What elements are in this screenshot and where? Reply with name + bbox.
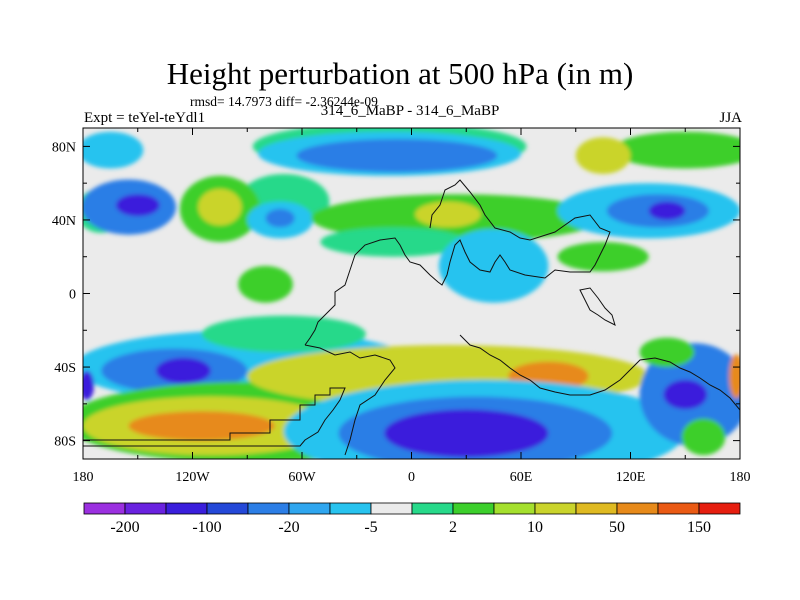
- colorbar-label: 150: [687, 519, 711, 536]
- coastline-africa: [304, 344, 396, 456]
- coastline-antarctic-america: [83, 387, 346, 447]
- x-tick-label: 120E: [616, 470, 646, 485]
- x-tick-label: 60W: [288, 470, 316, 485]
- contour-region-26: [201, 315, 366, 353]
- contour-region-29: [128, 411, 275, 441]
- colorbar-swatch: [83, 502, 126, 515]
- colorbar-swatch: [616, 502, 659, 515]
- contour-region-36: [663, 379, 708, 410]
- y-tick-label: 40S: [54, 361, 76, 376]
- contour-blobs: [83, 128, 740, 459]
- x-tick-label: 60E: [510, 470, 533, 485]
- colorbar-label: 50: [609, 519, 625, 536]
- colorbar-swatch: [575, 502, 618, 515]
- colorbar-label: 10: [527, 519, 543, 536]
- contour-region-34: [384, 409, 549, 458]
- contour-region-11: [265, 208, 295, 228]
- x-tick-label: 120W: [175, 470, 210, 485]
- contour-region-6: [198, 188, 242, 226]
- colorbar-swatch: [411, 502, 454, 515]
- colorbar-swatch: [534, 502, 577, 515]
- contour-fields: [83, 128, 740, 459]
- contour-region-38: [681, 418, 726, 456]
- contour-region-37: [639, 337, 695, 367]
- y-tick-label: 80S: [54, 435, 76, 450]
- colorbar-label: -20: [278, 519, 299, 536]
- colorbar-swatch: [657, 502, 700, 515]
- coastline-south-africa: [459, 334, 740, 411]
- x-tick-label: 0: [408, 470, 415, 485]
- contour-region-39: [83, 370, 94, 401]
- x-tick-label: 180: [73, 470, 94, 485]
- season-label: JJA: [719, 110, 742, 126]
- contour-region-13: [415, 201, 481, 228]
- colorbar-label: 2: [449, 519, 457, 536]
- colorbar-swatch: [698, 502, 741, 515]
- colorbar-swatch: [165, 502, 208, 515]
- experiment-label: Expt = teYel-teYdl1: [84, 110, 206, 126]
- x-tick-label: 180: [730, 470, 751, 485]
- chart-title: Height perturbation at 500 hPa (in m): [166, 56, 634, 91]
- y-tick-label: 40N: [52, 214, 76, 229]
- contour-region-14: [320, 227, 467, 257]
- contour-region-22: [238, 265, 293, 303]
- axes: 180 120W 60W 0 60E 120E 180 80N 40N 0 40S 80S: [52, 128, 751, 485]
- colorbar-swatch: [288, 502, 331, 515]
- chart-subtitle: 314_6_MaBP - 314_6_MaBP: [320, 103, 500, 119]
- colorbar-swatch: [124, 502, 167, 515]
- coastline-outline: [83, 179, 740, 456]
- colorbar-label: -200: [110, 519, 139, 536]
- colorbar-label: -5: [364, 519, 377, 536]
- stats-text: rmsd= 14.7973 diff= -2.36244e-09: [190, 94, 378, 109]
- colorbar-swatch: [206, 502, 249, 515]
- y-tick-label: 80N: [52, 140, 76, 155]
- contour-region-3: [115, 194, 160, 217]
- contour-region-40: [729, 354, 740, 399]
- contour-region-16: [575, 137, 631, 175]
- colorbar-swatch: [493, 502, 536, 515]
- colorbar-label: -100: [192, 519, 221, 536]
- contour-region-25: [156, 357, 211, 384]
- colorbar-swatch: [329, 502, 372, 515]
- coastline-south-america: [304, 179, 611, 346]
- contour-region-9: [296, 139, 498, 173]
- colorbar: -200 -100 -20 -5 2 10 50 150: [83, 502, 741, 536]
- contour-region-15: [612, 131, 740, 169]
- coastline-islands-east: [579, 287, 616, 326]
- contour-region-0: [83, 131, 144, 169]
- contour-region-19: [648, 201, 686, 220]
- colorbar-swatch: [370, 502, 413, 515]
- contour-region-20: [557, 242, 649, 272]
- colorbar-swatch: [247, 502, 290, 515]
- colorbar-swatch: [452, 502, 495, 515]
- y-tick-label: 0: [69, 288, 76, 303]
